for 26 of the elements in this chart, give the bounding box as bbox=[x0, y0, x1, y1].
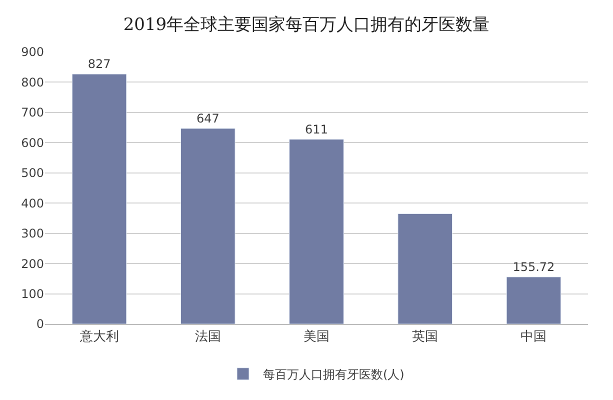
x-tick-label: 中国 bbox=[520, 330, 547, 345]
bar bbox=[289, 139, 344, 324]
bar bbox=[180, 128, 236, 324]
x-tick-label: 英国 bbox=[412, 330, 438, 345]
x-tick-label: 法国 bbox=[194, 330, 221, 345]
y-tick-label: 300 bbox=[21, 226, 44, 241]
y-tick-label: 500 bbox=[21, 166, 44, 180]
data-label: 611 bbox=[305, 122, 328, 136]
y-tick-label: 800 bbox=[21, 75, 44, 90]
y-tick-label: 100 bbox=[21, 286, 44, 301]
y-tick-label: 600 bbox=[21, 136, 44, 150]
data-label: 155.72 bbox=[512, 260, 555, 274]
data-label: 827 bbox=[88, 57, 111, 72]
legend-label: 每百万人口拥有牙医数(人) bbox=[263, 368, 404, 382]
bar bbox=[398, 213, 452, 324]
data-label: 647 bbox=[196, 111, 220, 126]
y-tick-label: 700 bbox=[21, 106, 44, 120]
x-tick-label: 意大利 bbox=[78, 330, 119, 345]
y-tick-label: 900 bbox=[21, 45, 44, 60]
y-tick-label: 200 bbox=[21, 256, 44, 271]
bar bbox=[506, 276, 562, 324]
bar bbox=[72, 74, 127, 324]
y-tick-label: 400 bbox=[21, 196, 44, 210]
x-tick-label: 美国 bbox=[304, 328, 330, 345]
chart-title: 2019年全球主要国家每百万人口拥有的牙医数量 bbox=[123, 14, 490, 35]
y-tick-label: 0 bbox=[36, 317, 44, 332]
